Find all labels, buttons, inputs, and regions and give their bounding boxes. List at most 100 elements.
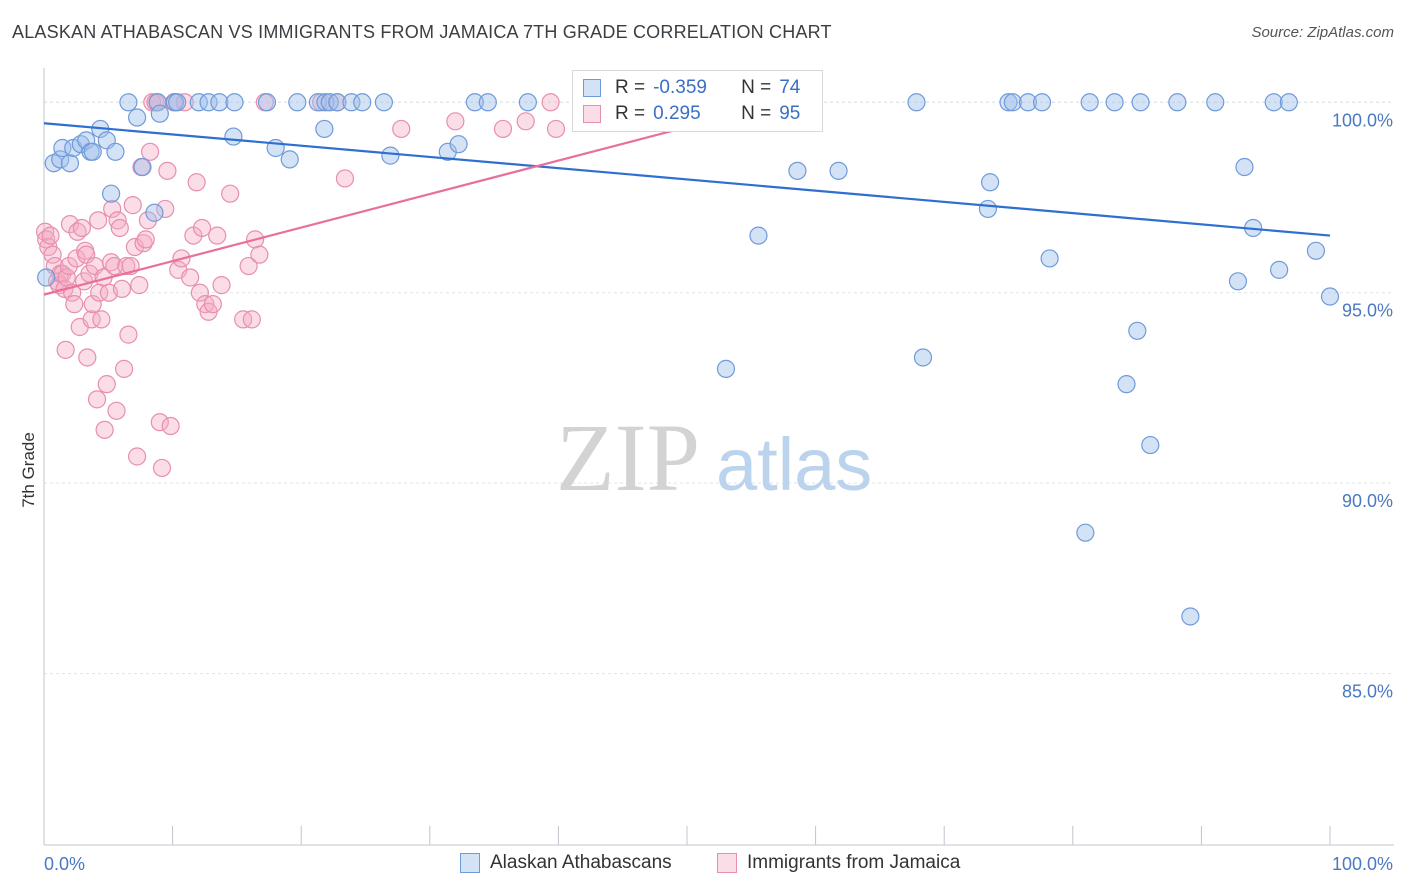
athabascan-point (1128, 321, 1147, 340)
athabascan-point (353, 93, 372, 112)
legend-series1-label: Alaskan Athabascans (490, 852, 672, 873)
athabascan-point (999, 93, 1018, 112)
jamaica-point (72, 218, 91, 238)
jamaica-point (117, 256, 136, 276)
athabascan-point (53, 138, 72, 158)
athabascan-point (320, 93, 339, 112)
jamaica-point (43, 245, 62, 264)
legend-r-value: -0.359 (653, 77, 707, 98)
jamaica-point (112, 279, 132, 299)
athabascan-point (465, 93, 484, 112)
jamaica-point (150, 413, 169, 432)
jamaica-point (82, 310, 101, 329)
athabascan-point (168, 93, 187, 112)
athabascan-point (288, 93, 307, 112)
athabascan-point (978, 199, 998, 219)
jamaica-point (546, 119, 566, 139)
jamaica-point (138, 211, 158, 230)
jamaica-point (516, 112, 535, 131)
athabascan-point (342, 93, 361, 112)
athabascan-point (133, 157, 152, 177)
athabascan-point (1032, 93, 1052, 112)
athabascan-point (51, 150, 70, 169)
jamaica-point (250, 245, 269, 264)
athabascan-point (60, 154, 80, 173)
jamaica-trend-line (43, 125, 688, 296)
x-tick-label: 0.0% (44, 854, 85, 874)
jamaica-point (89, 211, 108, 230)
jamaica-point (152, 458, 172, 478)
jamaica-point (65, 295, 84, 314)
jamaica-point (103, 199, 122, 219)
athabascan-point (716, 359, 736, 378)
jamaica-point (119, 325, 138, 344)
athabascan-point (478, 93, 497, 112)
athabascan-trend-line (43, 122, 1331, 237)
jamaica-point (239, 256, 258, 276)
athabascan-point (1264, 93, 1283, 112)
jamaica-point (208, 226, 227, 245)
jamaica-point (541, 93, 560, 112)
athabascan-point (210, 93, 229, 112)
y-tick-label: 90.0% (1342, 491, 1393, 511)
jamaica-point (110, 218, 129, 238)
trend-lines (43, 122, 1331, 296)
athabascan-point (257, 93, 277, 112)
jamaica-point (123, 196, 142, 215)
jamaica-point (130, 276, 149, 295)
athabascan-point (1105, 93, 1124, 112)
athabascan-point (1003, 93, 1022, 112)
series-jamaica-points (35, 93, 566, 478)
athabascan-point (829, 161, 848, 180)
legend-n-label: N = (741, 103, 772, 124)
athabascan-point (518, 93, 537, 112)
athabascan-point (913, 348, 933, 367)
legend-r-label: R = (615, 77, 646, 98)
legend-series2-label: Immigrants from Jamaica (747, 852, 961, 873)
legend-n-value: 95 (779, 103, 801, 124)
athabascan-point (1320, 287, 1340, 306)
tick-labels: 100.0% 95.0% 90.0% 85.0% 0.0% 100.0% (44, 110, 1393, 874)
chart-title: ALASKAN ATHABASCAN VS IMMIGRANTS FROM JA… (12, 22, 832, 42)
athabascan-point (1080, 93, 1099, 112)
athabascan-point (1131, 93, 1150, 112)
jamaica-point (192, 218, 212, 238)
axes (43, 68, 1394, 846)
athabascan-point (374, 93, 394, 112)
athabascan-point (1206, 93, 1225, 112)
athabascan-point (1168, 93, 1187, 112)
athabascan-point (37, 268, 56, 287)
athabascan-point (328, 93, 347, 112)
athabascan-point (1141, 435, 1160, 455)
athabascan-point (1018, 93, 1038, 112)
legend-n-label: N = (741, 77, 772, 98)
jamaica-point (41, 226, 60, 245)
legend-row-athabascan: R = -0.359 N = 74 (583, 75, 800, 101)
athabascan-point (189, 93, 208, 112)
jamaica-point (175, 93, 194, 112)
jamaica-point (242, 310, 261, 329)
athabascan-point (1181, 607, 1200, 626)
source-label: Source: ZipAtlas.com (1251, 24, 1394, 41)
jamaica-point (392, 119, 411, 139)
jamaica-point (221, 184, 240, 203)
jamaica-point (92, 310, 111, 329)
jamaica-point (87, 390, 107, 409)
gridlines (44, 101, 1394, 675)
legend-row-jamaica: R = 0.295 N = 95 (583, 101, 800, 127)
jamaica-point (493, 119, 513, 139)
legend-r-label: R = (615, 103, 646, 124)
jamaica-point (60, 215, 80, 234)
legend-swatch-pink (717, 853, 737, 873)
athabascan-point (980, 173, 1000, 192)
athabascan-point (225, 93, 244, 112)
legend-n-value: 74 (779, 77, 801, 98)
bottom-legend-jamaica: Immigrants from Jamaica (717, 852, 960, 874)
jamaica-point (212, 276, 231, 295)
athabascan-point (1306, 241, 1326, 260)
jamaica-point (59, 256, 78, 276)
athabascan-point (1279, 93, 1298, 112)
jamaica-point (335, 169, 355, 188)
jamaica-point (83, 295, 102, 314)
